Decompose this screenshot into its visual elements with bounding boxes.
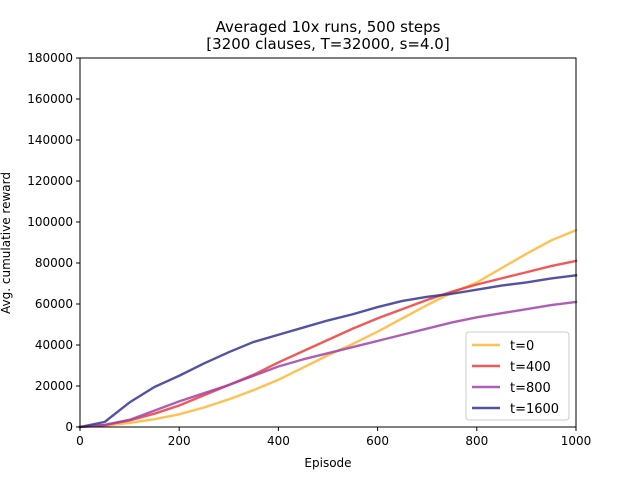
x-tick-label: 200 bbox=[168, 434, 191, 448]
plot-area: 0 200 400 600 800 1000 0 20000 40000 60000 80000 10… bbox=[27, 51, 591, 448]
y-tick-label: 160000 bbox=[27, 92, 73, 106]
legend-label: t=0 bbox=[510, 339, 534, 354]
y-tick-label: 0 bbox=[65, 420, 73, 434]
series-line-t-400 bbox=[78, 259, 578, 429]
legend: t=0 t=400 t=800 t=1600 bbox=[465, 331, 570, 421]
legend-box bbox=[465, 331, 570, 421]
x-tick-label: 400 bbox=[267, 434, 290, 448]
y-tick-label: 40000 bbox=[35, 338, 73, 352]
y-axis-label: Avg. cumulative reward bbox=[0, 172, 13, 314]
y-tick-label: 140000 bbox=[27, 133, 73, 147]
chart-title-line2: [3200 clauses, T=32000, s=4.0] bbox=[206, 35, 449, 53]
y-tick-label: 180000 bbox=[27, 51, 73, 65]
x-tick-label: 1000 bbox=[561, 434, 592, 448]
x-tick-label: 0 bbox=[76, 434, 84, 448]
chart-title-line1: Averaged 10x runs, 500 steps bbox=[216, 18, 441, 36]
y-tick-label: 100000 bbox=[27, 215, 73, 229]
legend-label: t=1600 bbox=[510, 402, 559, 417]
series-line-t-0 bbox=[78, 228, 578, 429]
y-tick-label: 20000 bbox=[35, 379, 73, 393]
y-tick-label: 80000 bbox=[35, 256, 73, 270]
axes-frame bbox=[79, 57, 577, 428]
legend-label: t=800 bbox=[510, 381, 551, 396]
y-tick-label: 60000 bbox=[35, 297, 73, 311]
series-line-t-1600 bbox=[78, 273, 578, 429]
legend-label: t=400 bbox=[510, 360, 551, 375]
x-tick-label: 800 bbox=[465, 434, 488, 448]
series-line-t-800 bbox=[78, 300, 578, 429]
x-tick-label: 600 bbox=[366, 434, 389, 448]
y-tick-label: 120000 bbox=[27, 174, 73, 188]
x-axis-label: Episode bbox=[304, 456, 351, 470]
